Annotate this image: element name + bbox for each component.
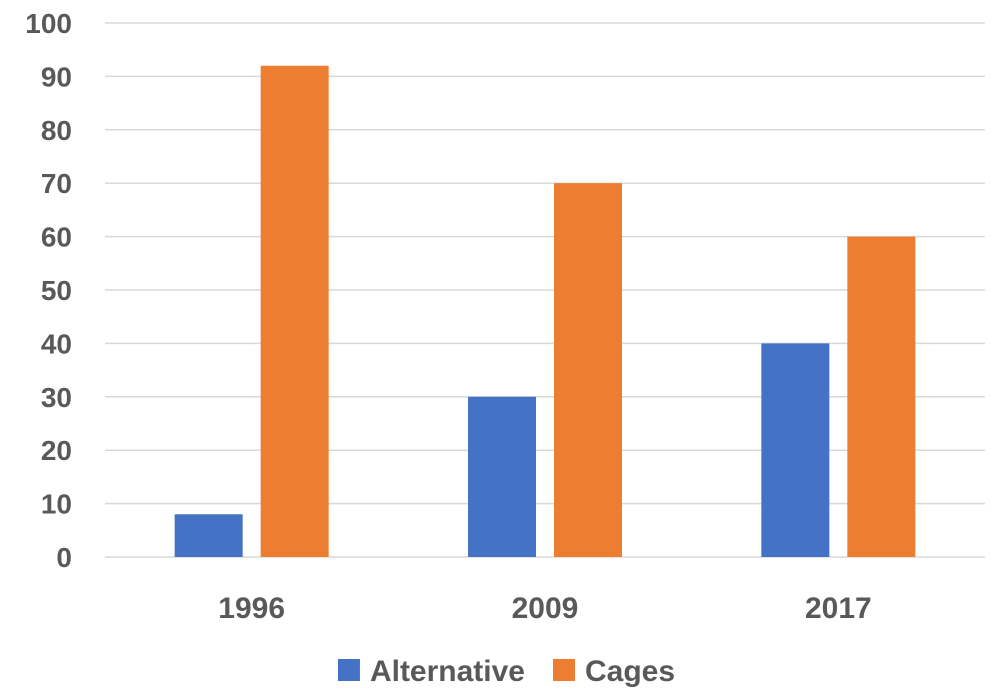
bar-cages-1996: [260, 65, 329, 557]
y-tick-label: 100: [25, 8, 72, 39]
legend-label: Alternative: [370, 655, 525, 688]
y-tick-label: 90: [41, 61, 72, 92]
bar-alternative-2017: [761, 343, 830, 557]
legend-label: Cages: [585, 655, 675, 688]
y-tick-label: 30: [41, 382, 72, 413]
y-tick-label: 0: [56, 542, 72, 573]
y-tick-label: 80: [41, 115, 72, 146]
legend: Alternative Cages: [337, 655, 675, 688]
x-category-label: 2017: [805, 592, 872, 625]
bar-alternative-1996: [174, 514, 243, 557]
y-tick-label: 50: [41, 275, 72, 306]
bar-alternative-2009: [468, 396, 536, 557]
y-tick-label: 20: [41, 435, 72, 466]
y-tick-label: 40: [41, 328, 72, 359]
y-tick-label: 70: [41, 168, 72, 199]
legend-swatch-cages: [553, 659, 576, 681]
y-tick-label: 60: [41, 222, 72, 253]
x-axis-category-labels: 1996 2009 2017: [218, 592, 871, 625]
bar-cages-2017: [847, 236, 916, 557]
y-axis-tick-labels: 0 10 20 30 40 50 60 70 80 90 100: [25, 8, 72, 573]
bars: [174, 65, 916, 557]
gridlines: [105, 22, 985, 558]
x-category-label: 2009: [512, 592, 579, 625]
bar-cages-2009: [554, 183, 622, 557]
x-category-label: 1996: [218, 592, 285, 625]
legend-swatch-alternative: [337, 659, 360, 681]
y-tick-label: 10: [41, 489, 72, 520]
